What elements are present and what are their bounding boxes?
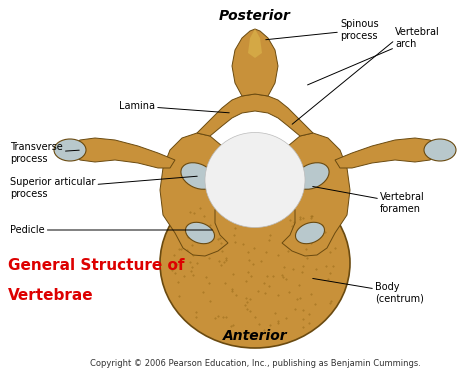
Text: Vertebral
arch: Vertebral arch bbox=[308, 27, 440, 85]
Text: Lamina: Lamina bbox=[119, 101, 229, 113]
Text: Transverse
process: Transverse process bbox=[10, 142, 79, 164]
Polygon shape bbox=[232, 29, 278, 96]
Text: Spinous
process: Spinous process bbox=[266, 19, 379, 41]
Text: Vertebrae: Vertebrae bbox=[8, 288, 94, 303]
Ellipse shape bbox=[54, 139, 86, 161]
Ellipse shape bbox=[160, 178, 350, 348]
Text: General Structure of: General Structure of bbox=[8, 258, 184, 273]
Ellipse shape bbox=[205, 133, 305, 228]
Polygon shape bbox=[197, 94, 313, 136]
Ellipse shape bbox=[295, 222, 325, 244]
Text: Anterior: Anterior bbox=[223, 329, 287, 343]
Ellipse shape bbox=[295, 163, 329, 189]
Ellipse shape bbox=[185, 222, 215, 244]
Text: Posterior: Posterior bbox=[219, 9, 291, 23]
Polygon shape bbox=[72, 138, 175, 168]
Ellipse shape bbox=[424, 139, 456, 161]
Polygon shape bbox=[335, 138, 438, 168]
Text: Vertebral
foramen: Vertebral foramen bbox=[313, 186, 425, 214]
Polygon shape bbox=[282, 133, 350, 256]
Polygon shape bbox=[160, 133, 228, 256]
Ellipse shape bbox=[181, 163, 215, 189]
Text: Copyright © 2006 Pearson Education, Inc., publishing as Benjamin Cummings.: Copyright © 2006 Pearson Education, Inc.… bbox=[90, 359, 420, 368]
Text: Body
(centrum): Body (centrum) bbox=[313, 279, 424, 304]
Text: Superior articular
process: Superior articular process bbox=[10, 176, 197, 199]
Polygon shape bbox=[218, 150, 228, 196]
Polygon shape bbox=[282, 150, 292, 196]
Text: Pedicle: Pedicle bbox=[10, 225, 212, 235]
Polygon shape bbox=[248, 29, 262, 58]
